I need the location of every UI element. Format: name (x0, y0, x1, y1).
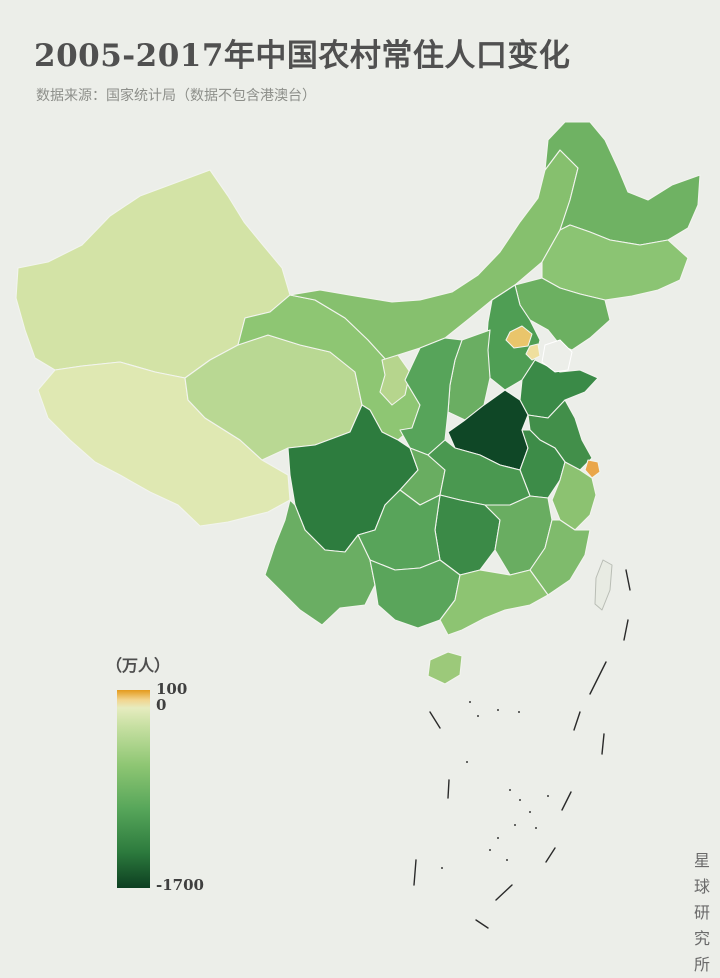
legend-color-bar (117, 690, 150, 888)
region-beijing[interactable] (505, 325, 533, 349)
region-hainan[interactable] (427, 651, 463, 685)
region-xizang[interactable] (37, 361, 291, 527)
south-china-sea-islands (413, 569, 631, 929)
region-fujian[interactable] (529, 519, 591, 596)
page-title: 2005-2017年中国农村常住人口变化 (34, 38, 571, 74)
region-ningxia[interactable] (379, 354, 411, 406)
legend-zero-label: 0 (156, 696, 167, 714)
island-dots (441, 701, 549, 869)
region-yunnan[interactable] (264, 499, 376, 626)
data-source: 数据来源：国家统计局（数据不包含港澳台） (36, 88, 316, 104)
legend-max-label: 100 (156, 680, 188, 698)
region-taiwan (594, 559, 613, 611)
bohai-sea (541, 339, 573, 373)
region-guangdong[interactable] (439, 569, 549, 636)
region-shanghai[interactable] (584, 459, 601, 479)
legend-min-label: -1700 (156, 876, 204, 894)
region-heilongjiang[interactable] (544, 121, 701, 246)
region-tianjin[interactable] (525, 343, 541, 361)
credit-text: 星球研究所 (693, 851, 710, 974)
region-zhejiang[interactable] (551, 461, 597, 531)
legend-unit: （万人） (106, 656, 171, 675)
